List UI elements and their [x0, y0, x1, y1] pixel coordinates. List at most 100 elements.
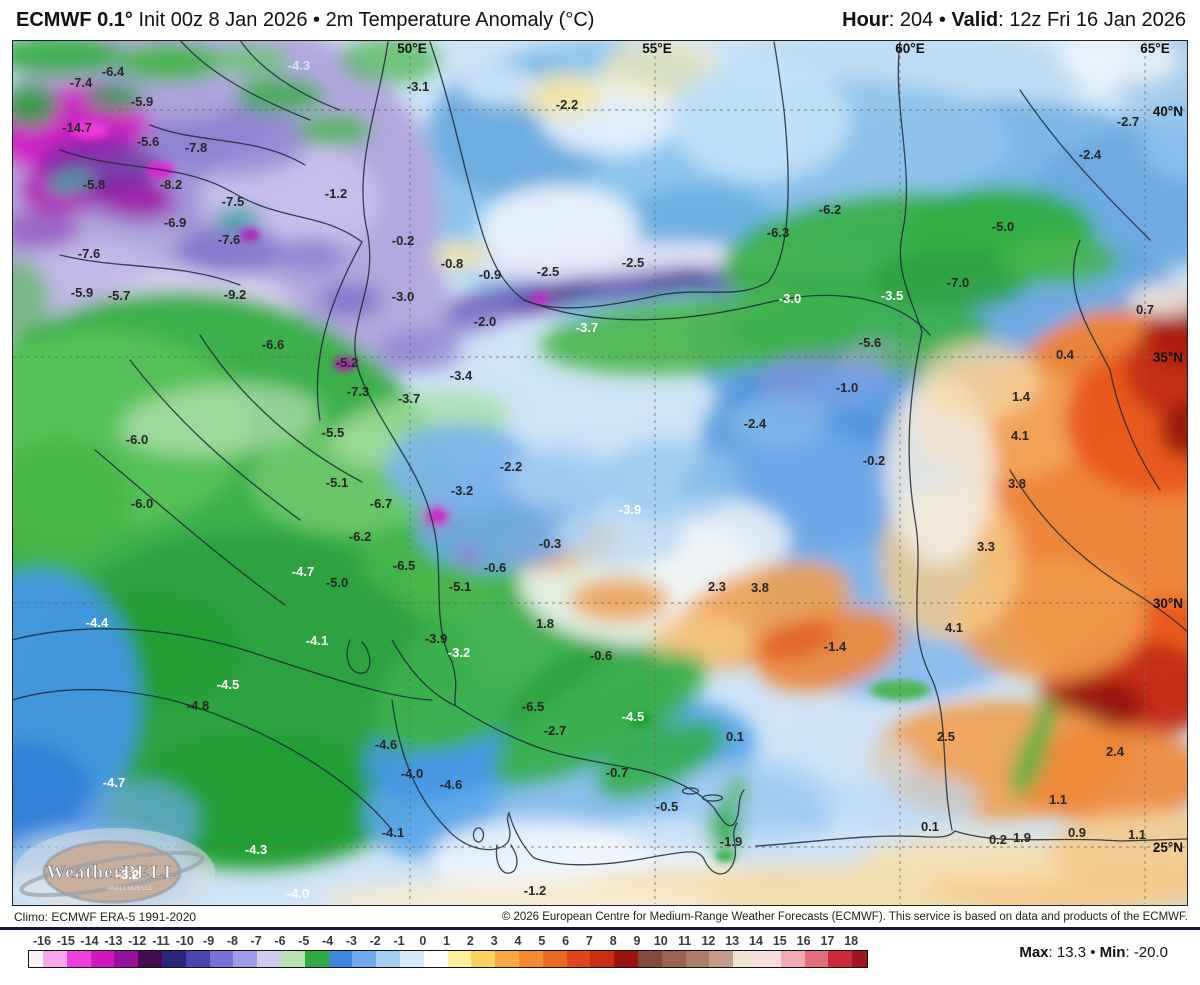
colorbar-segment [399, 951, 424, 967]
colorbar-segment [828, 951, 853, 967]
colorbar-segment [90, 951, 115, 967]
map-value-label: -7.4 [70, 75, 93, 90]
map-canvas: WeatherBELL ANALYTICS LLC -7.4 -6.4 -5.9 -14.… [13, 41, 1187, 905]
map-value-label: -7.3 [347, 384, 369, 399]
map-value-label: -0.6 [590, 648, 612, 663]
hour-label: Hour [842, 9, 889, 31]
colorbar-segment [328, 951, 353, 967]
map-value-label: -5.1 [449, 579, 471, 594]
map-value-label: -4.8 [187, 698, 209, 713]
weatherbell-logo: WeatherBELL ANALYTICS LLC [15, 828, 215, 905]
colorbar-tick: 5 [538, 934, 546, 948]
lon-label: 50°E [397, 41, 426, 56]
map-value-label: -0.3 [539, 536, 561, 551]
colorbar-tick: 11 [677, 934, 692, 948]
map-value-label: -3.2 [117, 867, 139, 882]
country-borders [13, 41, 1187, 875]
valid-value: : 12z Fri 16 Jan 2026 [998, 9, 1186, 31]
colorbar-tick: -11 [152, 934, 170, 948]
colorbar-tick: 17 [820, 934, 835, 948]
map-value-label: -6.2 [349, 529, 371, 544]
lon-label: 55°E [642, 41, 671, 56]
valid-time: Hour: 204 • Valid: 12z Fri 16 Jan 2026 [842, 9, 1186, 32]
colorbar-segment [161, 951, 186, 967]
map-value-label: -1.4 [824, 639, 847, 654]
map-value-label: -4.0 [401, 766, 423, 781]
colorbar-ticks: -16 -15 -14 -13 -12 -11 -10 -9 -8 -7 -6 -5 -4 -3 -2 -1 0… [0, 934, 900, 948]
map-value-label: 1.1 [1049, 792, 1067, 807]
map-value-label: -4.5 [217, 677, 239, 692]
map-value-label: 0.9 [1068, 825, 1086, 840]
map-value-label: -4.6 [375, 737, 397, 752]
map-value-label: -1.9 [720, 834, 742, 849]
colorbar-tick: -9 [203, 934, 215, 948]
colorbar-tick: -4 [322, 934, 334, 948]
lat-label: 40°N [1153, 104, 1183, 119]
map-value-label: -8.2 [160, 177, 182, 192]
colorbar-tick: 3 [490, 934, 498, 948]
colorbar-tick: 12 [701, 934, 716, 948]
colorbar-tick: -16 [32, 934, 52, 948]
colorbar-segment [590, 951, 615, 967]
map-value-label: -6.0 [131, 496, 153, 511]
colorbar-segment [780, 951, 805, 967]
map-value-label: -1.0 [836, 380, 858, 395]
colorbar-tick: -10 [175, 934, 194, 948]
max-min-readout: Max: 13.3 • Min: -20.0 [1019, 944, 1168, 961]
run-and-parameter: Init 00z 8 Jan 2026 • 2m Temperature Ano… [132, 9, 595, 31]
colorbar-segment [114, 951, 139, 967]
colorbar-segment [376, 951, 400, 967]
map-value-label: -6.3 [767, 225, 789, 240]
colorbar-tick: 15 [772, 934, 787, 948]
colorbar-segment [637, 951, 662, 967]
map-value-label: -5.6 [859, 335, 881, 350]
map-value-label: -5.8 [83, 177, 105, 192]
map-value-label: -2.5 [622, 255, 644, 270]
map-value-label: -2.5 [537, 264, 559, 279]
map-value-label: -3.2 [451, 483, 473, 498]
map-value-label: 1.1 [1128, 827, 1146, 842]
map-value-label: -0.9 [479, 267, 501, 282]
map-value-label: -0.7 [606, 765, 628, 780]
colorbar-segment [43, 951, 67, 967]
colorbar-tick: -6 [274, 934, 286, 948]
colorbar-segment [233, 951, 258, 967]
map-value-label: -3.0 [392, 289, 414, 304]
colorbar-segment [29, 951, 43, 967]
map-value-label: -7.8 [185, 140, 207, 155]
map-value-label: -3.0 [779, 291, 801, 306]
map-value-label: -6.4 [102, 64, 125, 79]
colorbar-segment [471, 951, 496, 967]
colorbar-tick: -7 [250, 934, 262, 948]
lat-label: 30°N [1153, 596, 1183, 611]
map-value-label: -6.6 [262, 337, 284, 352]
map-value-label: -3.5 [881, 288, 903, 303]
map-value-label: -6.2 [819, 202, 841, 217]
colorbar-segment [423, 951, 448, 967]
map-value-label: 3.8 [751, 580, 769, 595]
colorbar-segment [447, 951, 472, 967]
colorbar-segment [495, 951, 519, 967]
map-value-label: 3.8 [1008, 476, 1026, 491]
colorbar-tick: 10 [653, 934, 668, 948]
map-value-label: -0.6 [484, 560, 506, 575]
map-value-label: -5.1 [326, 475, 348, 490]
colorbar [28, 950, 868, 968]
map-value-label: -4.6 [440, 777, 462, 792]
map-value-label: -6.7 [370, 496, 392, 511]
map-value-label: -0.5 [656, 799, 678, 814]
map-value-label: 4.1 [1011, 428, 1029, 443]
colorbar-segment [185, 951, 210, 967]
copyright-note: © 2026 European Centre for Medium-Range … [501, 911, 1188, 923]
map-value-label: -0.2 [863, 453, 885, 468]
map-value-label: -2.4 [1079, 147, 1102, 162]
colorbar-tick: 18 [844, 934, 859, 948]
map-value-label: -7.6 [218, 232, 240, 247]
map-value-label: -5.0 [326, 575, 348, 590]
header: ECMWF 0.1° Init 00z 8 Jan 2026 • 2m Temp… [0, 0, 1200, 40]
colorbar-tick: -5 [298, 934, 310, 948]
map-value-label: -2.7 [544, 723, 566, 738]
map-value-label: 2.5 [937, 729, 955, 744]
map-value-label: -14.7 [62, 120, 92, 135]
min-label: Min [1099, 944, 1126, 961]
